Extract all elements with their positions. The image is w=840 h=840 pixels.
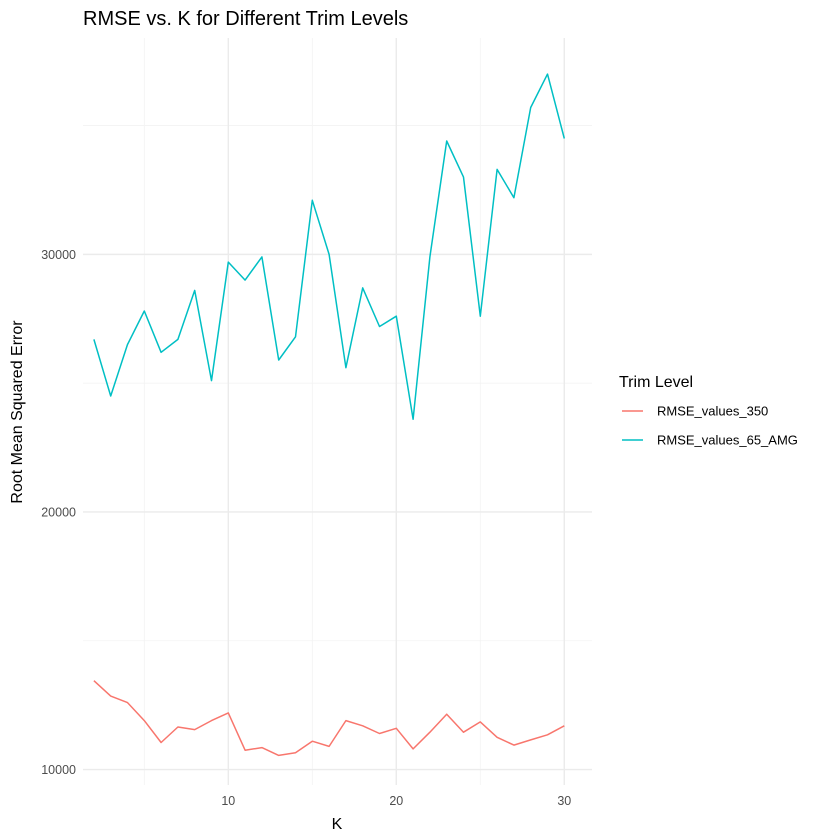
y-tick-label: 10000 [41, 763, 76, 777]
x-axis-label: K [332, 816, 343, 833]
x-tick-label: 30 [557, 794, 571, 808]
legend: Trim Level RMSE_values_350 RMSE_values_65… [619, 374, 798, 448]
legend-label: RMSE_values_65_AMG [657, 433, 798, 448]
y-tick-label: 30000 [41, 248, 76, 262]
chart-title: RMSE vs. K for Different Trim Levels [83, 8, 408, 30]
grid [83, 38, 592, 785]
y-tick-label: 20000 [41, 505, 76, 519]
legend-title: Trim Level [619, 374, 693, 391]
y-axis-label: Root Mean Squared Error [9, 320, 26, 504]
series-line-RMSE_values_350 [93, 680, 565, 757]
y-axis-tick-labels: 10000 20000 30000 [41, 248, 76, 777]
series-line-RMSE_values_65_AMG [93, 73, 566, 420]
x-axis-tick-labels: 10 20 30 [221, 794, 571, 808]
series-lines [93, 73, 566, 757]
x-tick-label: 20 [389, 794, 403, 808]
x-tick-label: 10 [221, 794, 235, 808]
legend-label: RMSE_values_350 [657, 404, 768, 419]
